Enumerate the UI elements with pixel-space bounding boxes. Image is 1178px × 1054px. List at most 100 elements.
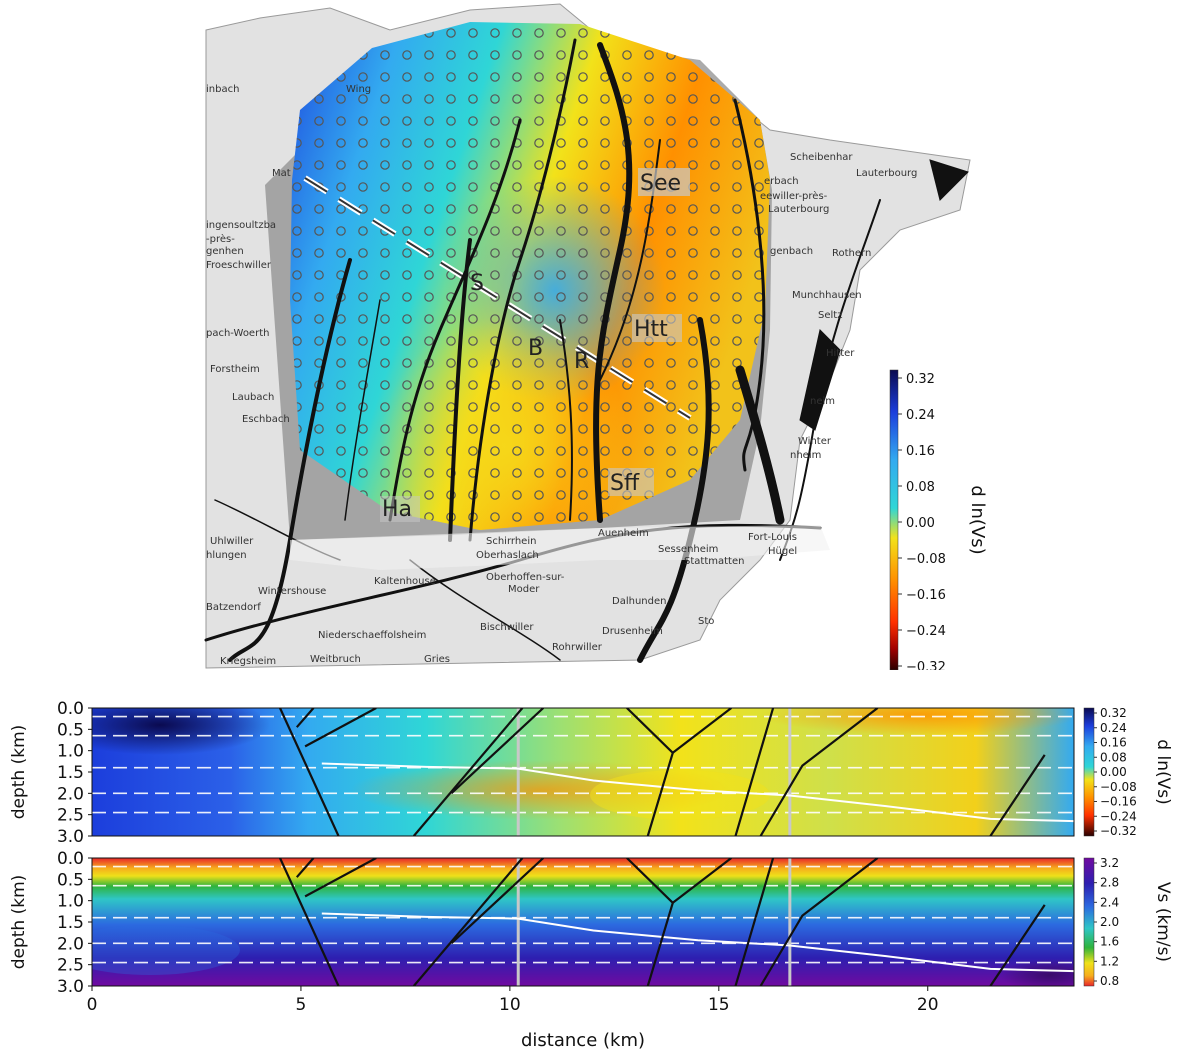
y-tick-label: 2.0 [57, 784, 84, 804]
map-colorbar: 0.32 0.24 0.16 0.08 0.00 −0.08 −0.16 −0.24 −0.32… [889, 369, 988, 670]
map-colorbar-label: d ln(Vs) [967, 485, 988, 554]
site-r: R [574, 349, 589, 374]
svg-text:Oberhoffen-sur-: Oberhoffen-sur- [486, 572, 565, 583]
svg-text:Froeschwiller: Froeschwiller [206, 260, 272, 271]
site-sff: Sff [610, 471, 640, 496]
panel2-colorbar-label: Vs (km/s) [1153, 882, 1173, 962]
svg-text:Batzendorf: Batzendorf [206, 602, 261, 613]
colorbar-tick-label: 3.2 [1100, 856, 1119, 870]
map-colorbar-tick: −0.08 [906, 552, 946, 567]
panel2-ylabel: depth (km) [9, 875, 29, 970]
svg-text:nheim: nheim [790, 450, 821, 461]
velocity-map: See S B R Htt Sff Ha Scheibenhar Lauterb… [204, 3, 988, 670]
panel1-colorbar [1083, 707, 1095, 837]
map-colorbar-tick: −0.32 [906, 660, 946, 670]
colorbar-tick-label: 1.6 [1100, 935, 1119, 949]
svg-text:Wintershouse: Wintershouse [258, 586, 326, 597]
svg-text:Schirrhein: Schirrhein [486, 536, 536, 547]
y-tick-label: 3.0 [57, 827, 84, 847]
svg-text:Weitbruch: Weitbruch [310, 654, 361, 665]
site-labels: See S B R Htt Sff Ha [380, 168, 690, 522]
svg-text:eewiller-près-: eewiller-près- [760, 190, 828, 202]
svg-text:ingensoultzba: ingensoultzba [206, 220, 276, 231]
map-colorbar-tick: 0.00 [906, 516, 935, 531]
map-faults [204, 38, 969, 663]
colorbar-tick-label: −0.16 [1100, 795, 1137, 809]
colorbar-tick-label: 0.24 [1100, 721, 1127, 735]
map-colorbar-tick: 0.16 [906, 444, 935, 459]
svg-text:Rothern: Rothern [832, 248, 871, 259]
y-tick-label: 1.0 [57, 892, 84, 912]
y-tick-label: 1.5 [57, 763, 84, 783]
svg-text:Dalhunden: Dalhunden [612, 596, 666, 607]
x-tick-label: 0 [87, 995, 98, 1015]
svg-text:Oberhaslach: Oberhaslach [476, 550, 539, 561]
svg-text:Hügel: Hügel [768, 546, 797, 557]
fault-line [989, 904, 1046, 986]
panel1-ylabel: depth (km) [9, 725, 29, 820]
svg-text:erbach: erbach [764, 176, 799, 187]
svg-text:Moder: Moder [508, 584, 540, 595]
profile-interface-line [321, 912, 1074, 973]
svg-text:Seltz: Seltz [818, 310, 842, 321]
svg-text:Auenheim: Auenheim [598, 528, 649, 539]
x-tick-label: 15 [708, 995, 730, 1015]
x-tick-label: 20 [917, 995, 939, 1015]
colorbar-tick-label: −0.08 [1100, 780, 1137, 794]
colorbar-tick-label: 0.8 [1100, 974, 1119, 988]
fault-line [989, 754, 1046, 836]
y-tick-label: 0.5 [57, 870, 84, 890]
profile-vs-panel: 0.00.51.01.52.02.53.0 0 5 10 15 20 depth (km… [9, 850, 1173, 1051]
colorbar-tick-label: 1.2 [1100, 954, 1119, 968]
svg-text:Gries: Gries [424, 654, 450, 665]
map-colorbar-tick: 0.32 [906, 372, 935, 387]
fault-line [450, 708, 545, 795]
fault-line [759, 708, 879, 836]
fault-line [759, 858, 879, 986]
svg-text:Winter: Winter [798, 436, 832, 447]
site-b: B [528, 336, 543, 361]
site-see: See [640, 171, 681, 196]
fault-line [295, 708, 315, 728]
fault-line [278, 858, 340, 986]
fault-line [412, 708, 524, 836]
svg-text:Scheibenhar: Scheibenhar [790, 152, 853, 163]
profile-dlnvs-panel: 0.00.51.01.52.02.53.0 depth (km) 0.320.2… [9, 699, 1173, 847]
svg-text:Fort-Louis: Fort-Louis [748, 532, 797, 543]
fault-line [734, 708, 775, 836]
svg-text:Wing: Wing [346, 84, 371, 95]
svg-text:Stattmatten: Stattmatten [684, 556, 744, 567]
svg-text:Bischwiller: Bischwiller [480, 622, 534, 633]
svg-text:Sessenheim: Sessenheim [658, 544, 718, 555]
colorbar-tick-label: 2.0 [1100, 915, 1119, 929]
svg-text:Mat: Mat [272, 168, 291, 179]
y-tick-label: 0.5 [57, 720, 84, 740]
profile-interface-line [321, 762, 1074, 823]
site-s: S [470, 271, 484, 296]
svg-text:Munchhausen: Munchhausen [792, 290, 862, 301]
svg-text:pach-Woerth: pach-Woerth [206, 328, 269, 339]
map-colorbar-tick: 0.08 [906, 480, 935, 495]
y-tick-label: 1.0 [57, 742, 84, 762]
y-tick-label: 3.0 [57, 977, 84, 997]
svg-text:neim: neim [810, 396, 835, 407]
svg-text:Drusenheim: Drusenheim [602, 626, 663, 637]
colorbar-tick-label: −0.32 [1100, 824, 1137, 838]
fault-line [295, 858, 315, 878]
svg-text:hlungen: hlungen [206, 550, 247, 561]
y-tick-label: 0.0 [57, 699, 84, 719]
svg-text:Niederschaeffolsheim: Niederschaeffolsheim [318, 630, 426, 641]
colorbar-tick-label: 0.08 [1100, 750, 1127, 764]
map-colorbar-tick: 0.24 [906, 408, 935, 423]
colorbar-tick-label: 0.16 [1100, 736, 1127, 750]
svg-text:Lauterbourg: Lauterbourg [856, 168, 917, 179]
panel2-colorbar [1083, 857, 1095, 987]
colorbar-tick-label: 2.8 [1100, 876, 1119, 890]
svg-text:Forstheim: Forstheim [210, 364, 260, 375]
fault-line [450, 858, 545, 945]
svg-text:Uhlwiller: Uhlwiller [210, 536, 254, 547]
svg-text:genbach: genbach [770, 246, 813, 257]
colorbar-tick-label: 2.4 [1100, 895, 1119, 909]
y-tick-label: 2.5 [57, 956, 84, 976]
colorbar-tick-label: −0.24 [1100, 809, 1137, 823]
